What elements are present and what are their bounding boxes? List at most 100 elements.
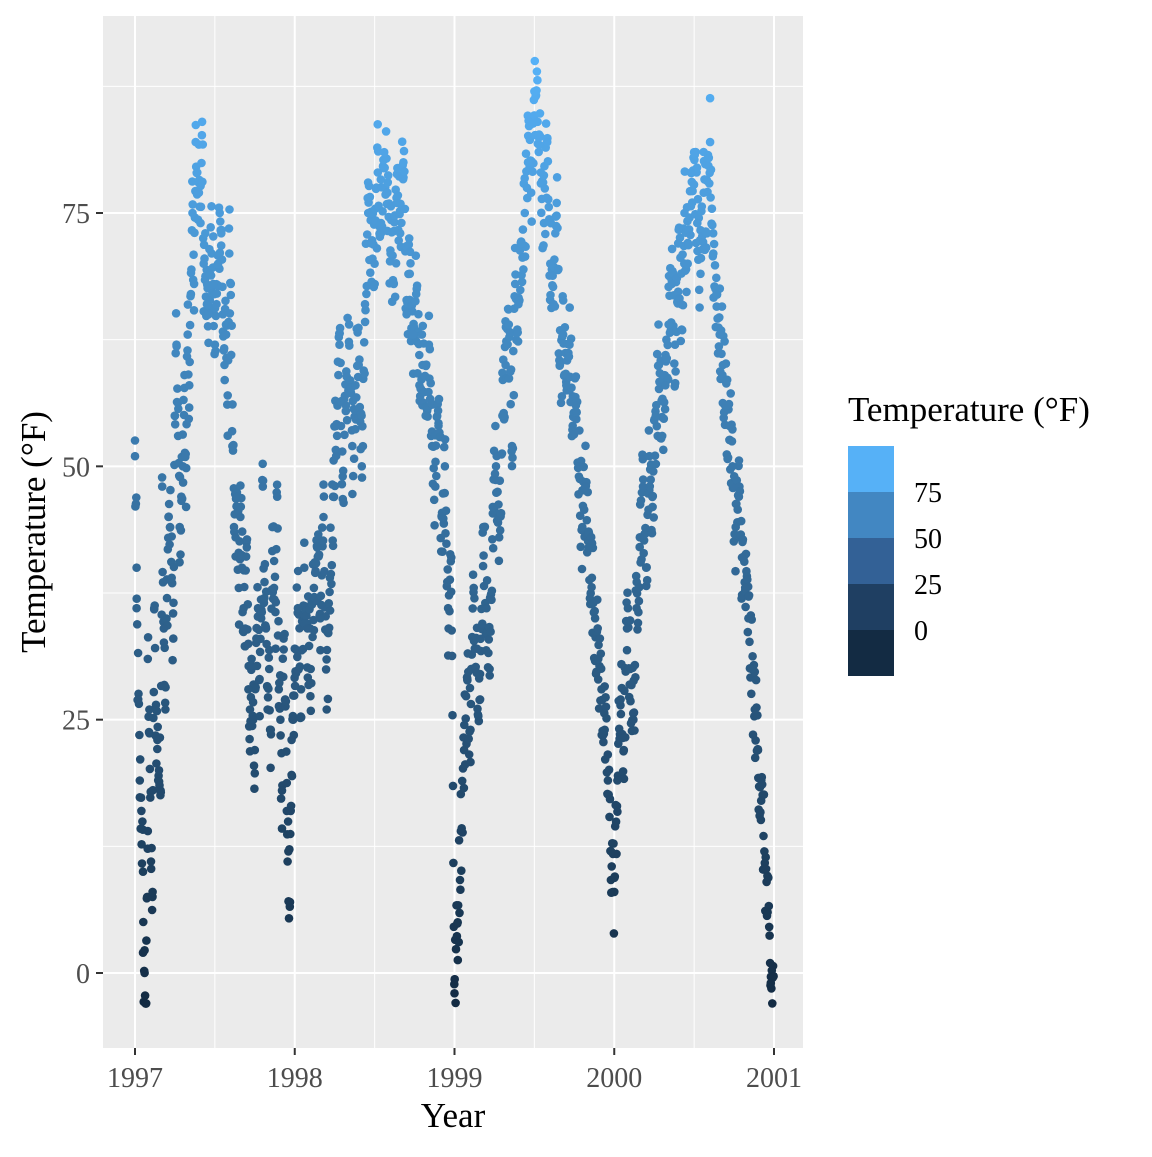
data-point (702, 229, 712, 238)
data-point (552, 173, 562, 182)
data-point (607, 862, 616, 871)
data-point (236, 481, 245, 490)
legend-bin (848, 538, 894, 584)
legend-title: Temperature (°F) (848, 390, 1090, 429)
data-point (431, 457, 440, 467)
data-point (456, 885, 465, 894)
data-point (553, 223, 562, 233)
data-point (689, 147, 699, 157)
data-point (463, 674, 472, 684)
data-point (178, 478, 188, 487)
data-point (620, 686, 629, 696)
data-point (472, 644, 482, 653)
data-point (709, 249, 718, 258)
data-point (373, 168, 383, 177)
data-point (242, 543, 252, 552)
data-point (621, 733, 630, 742)
data-point (258, 482, 268, 491)
data-point (162, 614, 171, 623)
data-point (494, 556, 504, 566)
data-point (138, 867, 148, 876)
data-point (149, 603, 159, 613)
data-point (590, 606, 599, 616)
data-point (411, 289, 421, 299)
data-point (447, 651, 457, 661)
data-point (318, 536, 328, 545)
data-point (190, 228, 199, 238)
data-point (344, 320, 354, 329)
legend-color-bins (848, 446, 894, 676)
data-point (633, 625, 642, 634)
data-point (197, 117, 207, 127)
data-point (180, 370, 189, 380)
data-point (133, 695, 143, 704)
data-point (692, 163, 702, 172)
data-point (185, 357, 194, 367)
data-point (276, 794, 286, 803)
data-point (213, 259, 223, 269)
data-point (209, 321, 218, 331)
data-point (695, 303, 704, 312)
data-point (768, 999, 777, 1008)
data-point (765, 931, 774, 940)
data-point (156, 786, 165, 795)
data-point (270, 572, 280, 582)
data-point (242, 535, 252, 544)
data-point (453, 955, 463, 965)
data-point (276, 715, 285, 724)
data-point (335, 323, 345, 333)
data-point (194, 188, 204, 197)
data-point (225, 205, 234, 214)
data-point (715, 313, 724, 322)
data-point (418, 360, 427, 370)
data-point (479, 522, 488, 532)
data-point (296, 713, 306, 722)
data-point (659, 445, 668, 455)
data-point (443, 603, 453, 613)
data-point (712, 273, 721, 283)
data-point (434, 394, 444, 404)
data-point (618, 767, 628, 776)
data-point (601, 693, 610, 702)
data-point (497, 449, 507, 458)
data-point (339, 498, 348, 508)
data-point (348, 489, 357, 499)
data-point (440, 435, 450, 444)
data-point (275, 678, 284, 688)
data-point (255, 711, 264, 721)
data-point (133, 648, 143, 658)
data-point (636, 496, 646, 505)
data-point (316, 591, 326, 601)
data-point (314, 550, 324, 559)
data-point (590, 614, 600, 623)
data-point (759, 831, 768, 841)
data-point (343, 313, 352, 323)
data-point (652, 421, 662, 431)
x-tick-label: 1997 (107, 1063, 163, 1094)
data-point (485, 671, 495, 680)
data-point (220, 375, 229, 385)
data-point (383, 171, 393, 180)
data-point (162, 593, 172, 603)
data-point (455, 908, 464, 918)
data-point (536, 132, 545, 141)
data-point (574, 462, 584, 471)
data-point (632, 603, 641, 613)
data-point (505, 327, 515, 337)
data-point (413, 369, 422, 378)
data-point (706, 165, 716, 174)
data-point (647, 528, 657, 538)
data-point (541, 119, 551, 128)
data-point (593, 624, 602, 633)
data-point (330, 481, 340, 491)
data-point (255, 674, 264, 684)
data-point (248, 715, 258, 724)
data-point (734, 456, 744, 465)
data-point (181, 449, 190, 459)
data-point (418, 321, 428, 331)
data-point (603, 750, 613, 759)
data-point (152, 759, 161, 768)
data-point (554, 264, 563, 274)
data-point (321, 665, 331, 674)
data-point (146, 864, 156, 874)
